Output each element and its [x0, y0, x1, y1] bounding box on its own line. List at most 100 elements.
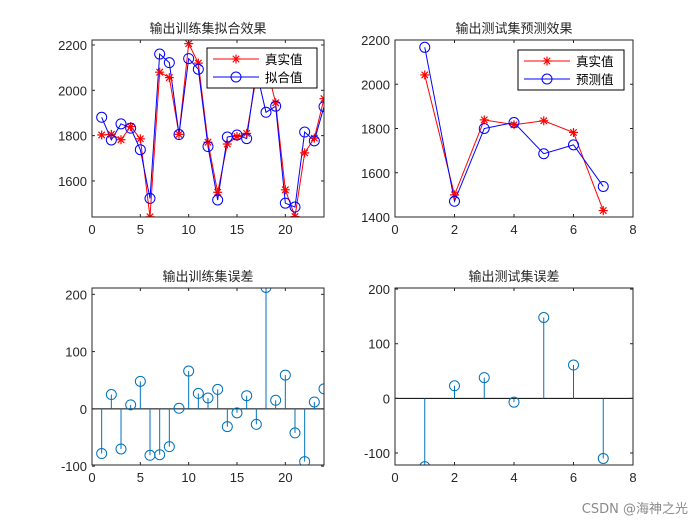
circle-marker-icon	[449, 195, 460, 207]
circle-marker-icon	[173, 402, 185, 414]
circle-marker-icon	[221, 421, 233, 433]
axes-box	[91, 39, 325, 218]
circle-marker-icon	[538, 148, 550, 160]
star-marker-icon	[155, 67, 165, 77]
circle-marker-icon	[260, 288, 272, 293]
y-tick-label: -100	[61, 459, 87, 474]
circle-marker-icon	[308, 396, 320, 408]
y-tick-label: -100	[364, 446, 390, 461]
circle-marker-icon	[212, 194, 224, 206]
circle-marker-icon	[231, 129, 243, 141]
circle-marker-icon	[125, 399, 137, 411]
x-tick-label: 2	[451, 222, 458, 237]
x-tick-label: 5	[137, 470, 144, 485]
circle-marker-icon	[279, 197, 291, 209]
star-marker-icon	[420, 70, 430, 80]
circle-marker-icon	[241, 133, 253, 145]
y-tick-label: 100	[368, 337, 390, 352]
x-tick-label: 0	[391, 222, 398, 237]
circle-marker-icon	[144, 192, 156, 204]
legend-box	[206, 47, 318, 89]
circle-marker-icon	[163, 441, 175, 453]
circle-marker-icon	[183, 365, 195, 377]
circle-marker-icon	[478, 123, 490, 134]
circle-marker-icon	[289, 427, 301, 439]
series-line-1	[101, 52, 324, 208]
circle-marker-icon	[597, 180, 609, 192]
circle-marker-icon	[231, 407, 243, 419]
x-tick-label: 10	[181, 222, 195, 237]
x-tick-label: 10	[181, 470, 195, 485]
x-tick-label: 8	[629, 470, 636, 485]
circle-marker-icon	[289, 201, 301, 213]
circle-marker-icon	[134, 375, 146, 387]
circle-marker-icon	[318, 383, 324, 395]
y-tick-label: 1800	[58, 129, 87, 144]
circle-marker-icon	[308, 135, 320, 147]
circle-marker-icon	[115, 118, 127, 130]
x-tick-label: 15	[230, 222, 244, 237]
legend-item-1: 预测值	[524, 72, 614, 87]
x-tick-label: 5	[137, 222, 144, 237]
legend-label: 真实值	[576, 54, 614, 69]
circle-marker-icon	[192, 387, 204, 399]
circle-marker-icon	[597, 452, 609, 464]
y-tick-label: 100	[65, 345, 87, 360]
circle-marker-icon	[478, 372, 490, 384]
star-marker-icon	[97, 130, 107, 140]
circle-marker-icon	[419, 41, 431, 53]
circle-marker-icon	[270, 100, 282, 112]
axes-box	[91, 287, 325, 466]
circle-marker-icon	[318, 101, 324, 113]
star-marker-icon	[479, 115, 489, 125]
circle-marker-icon	[568, 139, 579, 151]
circle-marker-icon	[125, 122, 137, 134]
x-tick-label: 0	[88, 222, 95, 237]
plot-content	[395, 312, 633, 465]
legend-item-0: 真实值	[524, 54, 614, 69]
circle-marker-icon	[279, 369, 291, 381]
circle-marker-icon	[163, 57, 175, 69]
x-tick-label: 15	[230, 470, 244, 485]
star-marker-icon	[193, 58, 203, 68]
plot-content	[419, 41, 609, 216]
star-marker-icon	[116, 135, 126, 145]
legend-item-0: 真实值	[213, 52, 303, 67]
x-tick-label: 4	[510, 222, 517, 237]
legend-label: 预测值	[576, 72, 614, 87]
y-tick-label: 2200	[58, 38, 87, 53]
circle-marker-icon	[154, 449, 166, 461]
circle-marker-icon	[419, 461, 430, 465]
y-tick-label: 2200	[361, 33, 390, 48]
y-tick-label: 1400	[361, 210, 390, 225]
circle-marker-icon	[183, 53, 195, 65]
star-marker-icon	[569, 127, 578, 137]
star-marker-icon	[319, 94, 324, 104]
circle-marker-icon	[230, 71, 242, 83]
star-marker-icon	[598, 206, 608, 216]
circle-marker-icon	[260, 106, 272, 118]
star-marker-icon	[309, 133, 319, 143]
circle-marker-icon	[508, 117, 520, 129]
star-marker-icon	[280, 185, 290, 195]
circle-marker-icon	[134, 144, 146, 156]
y-tick-label: 2000	[361, 77, 390, 92]
x-tick-label: 6	[570, 470, 577, 485]
plot-content	[92, 288, 324, 465]
circle-marker-icon	[568, 359, 579, 371]
circle-marker-icon	[154, 48, 166, 60]
y-tick-label: 0	[80, 402, 87, 417]
plot-area	[395, 288, 633, 465]
y-tick-label: 1600	[58, 174, 87, 189]
y-tick-label: 0	[383, 391, 390, 406]
chart-title: 输出测试集误差	[468, 269, 559, 285]
circle-marker-icon	[115, 443, 127, 455]
circle-marker-icon	[212, 383, 224, 395]
y-tick-label: 2000	[58, 83, 87, 98]
circle-marker-icon	[202, 392, 214, 404]
circle-marker-icon	[508, 396, 520, 408]
y-tick-label: 200	[368, 282, 390, 297]
